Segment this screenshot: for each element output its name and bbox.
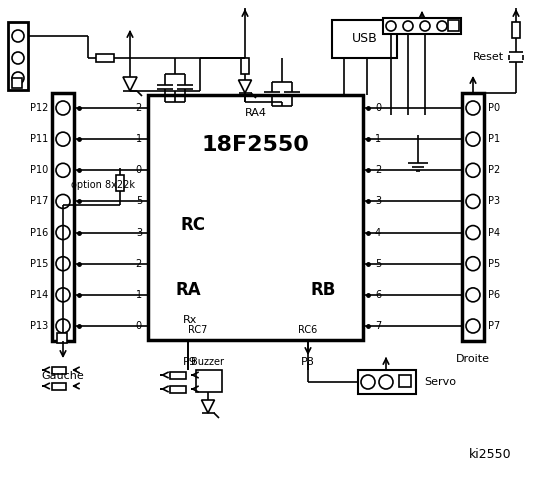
Circle shape (56, 101, 70, 115)
Circle shape (466, 288, 480, 302)
Bar (399, 375, 411, 387)
Bar (96, 54, 114, 62)
Text: P0: P0 (488, 103, 500, 113)
Text: P14: P14 (30, 290, 48, 300)
Circle shape (466, 101, 480, 115)
Text: Droite: Droite (456, 354, 490, 364)
Text: USB: USB (352, 33, 377, 46)
Circle shape (466, 226, 480, 240)
Text: 2: 2 (375, 165, 381, 175)
Text: P12: P12 (30, 103, 48, 113)
Circle shape (379, 375, 393, 389)
Text: P7: P7 (488, 321, 500, 331)
Text: P17: P17 (30, 196, 48, 206)
Circle shape (12, 52, 24, 64)
Bar (12, 78, 22, 88)
Text: P6: P6 (488, 290, 500, 300)
Circle shape (56, 163, 70, 177)
Circle shape (437, 21, 447, 31)
Text: P1: P1 (488, 134, 500, 144)
Text: RC7: RC7 (189, 325, 208, 335)
Bar (52, 383, 66, 389)
Circle shape (466, 257, 480, 271)
Bar (332, 20, 397, 58)
Bar (383, 18, 461, 34)
Polygon shape (123, 77, 137, 91)
Circle shape (361, 375, 375, 389)
Text: option 8x22k: option 8x22k (71, 180, 135, 190)
Bar (52, 93, 74, 341)
Circle shape (466, 132, 480, 146)
Circle shape (56, 257, 70, 271)
Text: Rx: Rx (183, 315, 197, 325)
Text: RC6: RC6 (299, 325, 317, 335)
Bar (448, 20, 459, 31)
Bar (170, 385, 186, 393)
Text: P11: P11 (30, 134, 48, 144)
Text: 18F2550: 18F2550 (201, 135, 310, 155)
Text: P4: P4 (488, 228, 500, 238)
Bar (241, 58, 249, 74)
Circle shape (466, 163, 480, 177)
Text: Gauche: Gauche (41, 371, 85, 381)
Text: 6: 6 (375, 290, 381, 300)
Text: P8: P8 (301, 357, 315, 367)
Text: P5: P5 (488, 259, 500, 269)
Circle shape (386, 21, 396, 31)
Circle shape (12, 30, 24, 42)
Bar (52, 367, 66, 373)
Text: Buzzer: Buzzer (191, 357, 225, 367)
Bar (170, 372, 186, 379)
Circle shape (56, 226, 70, 240)
Circle shape (56, 288, 70, 302)
Text: 5: 5 (135, 196, 142, 206)
Polygon shape (238, 80, 252, 93)
Circle shape (466, 319, 480, 333)
Bar (196, 370, 222, 392)
Text: P16: P16 (30, 228, 48, 238)
Bar (148, 95, 363, 340)
Text: P9: P9 (183, 357, 197, 367)
Text: RA4: RA4 (244, 108, 267, 118)
Bar (462, 93, 484, 341)
Text: 0: 0 (136, 321, 142, 331)
Circle shape (56, 194, 70, 208)
Circle shape (403, 21, 413, 31)
Text: 7: 7 (375, 321, 381, 331)
Text: P3: P3 (488, 196, 500, 206)
Circle shape (56, 319, 70, 333)
Text: ki2550: ki2550 (469, 448, 512, 461)
Text: 1: 1 (136, 290, 142, 300)
Text: P10: P10 (30, 165, 48, 175)
Text: 1: 1 (136, 134, 142, 144)
Bar (8, 22, 28, 90)
Text: 3: 3 (375, 196, 381, 206)
Text: 4: 4 (375, 228, 381, 238)
Text: Servo: Servo (424, 377, 456, 387)
Text: P15: P15 (30, 259, 48, 269)
Circle shape (12, 72, 24, 84)
Bar (57, 333, 67, 343)
Circle shape (420, 21, 430, 31)
Text: 2: 2 (135, 103, 142, 113)
Text: P13: P13 (30, 321, 48, 331)
Bar (116, 175, 124, 191)
Text: 0: 0 (375, 103, 381, 113)
Text: RC: RC (180, 216, 206, 234)
Text: 5: 5 (375, 259, 381, 269)
Circle shape (56, 132, 70, 146)
Text: 1: 1 (375, 134, 381, 144)
Text: 3: 3 (136, 228, 142, 238)
Text: 0: 0 (136, 165, 142, 175)
Text: Reset: Reset (473, 52, 504, 62)
Text: P2: P2 (488, 165, 500, 175)
Bar (512, 22, 520, 38)
Circle shape (466, 194, 480, 208)
Text: 2: 2 (135, 259, 142, 269)
Text: RB: RB (310, 281, 336, 299)
Bar (358, 370, 416, 394)
Polygon shape (201, 400, 215, 413)
Text: RA: RA (175, 281, 201, 299)
